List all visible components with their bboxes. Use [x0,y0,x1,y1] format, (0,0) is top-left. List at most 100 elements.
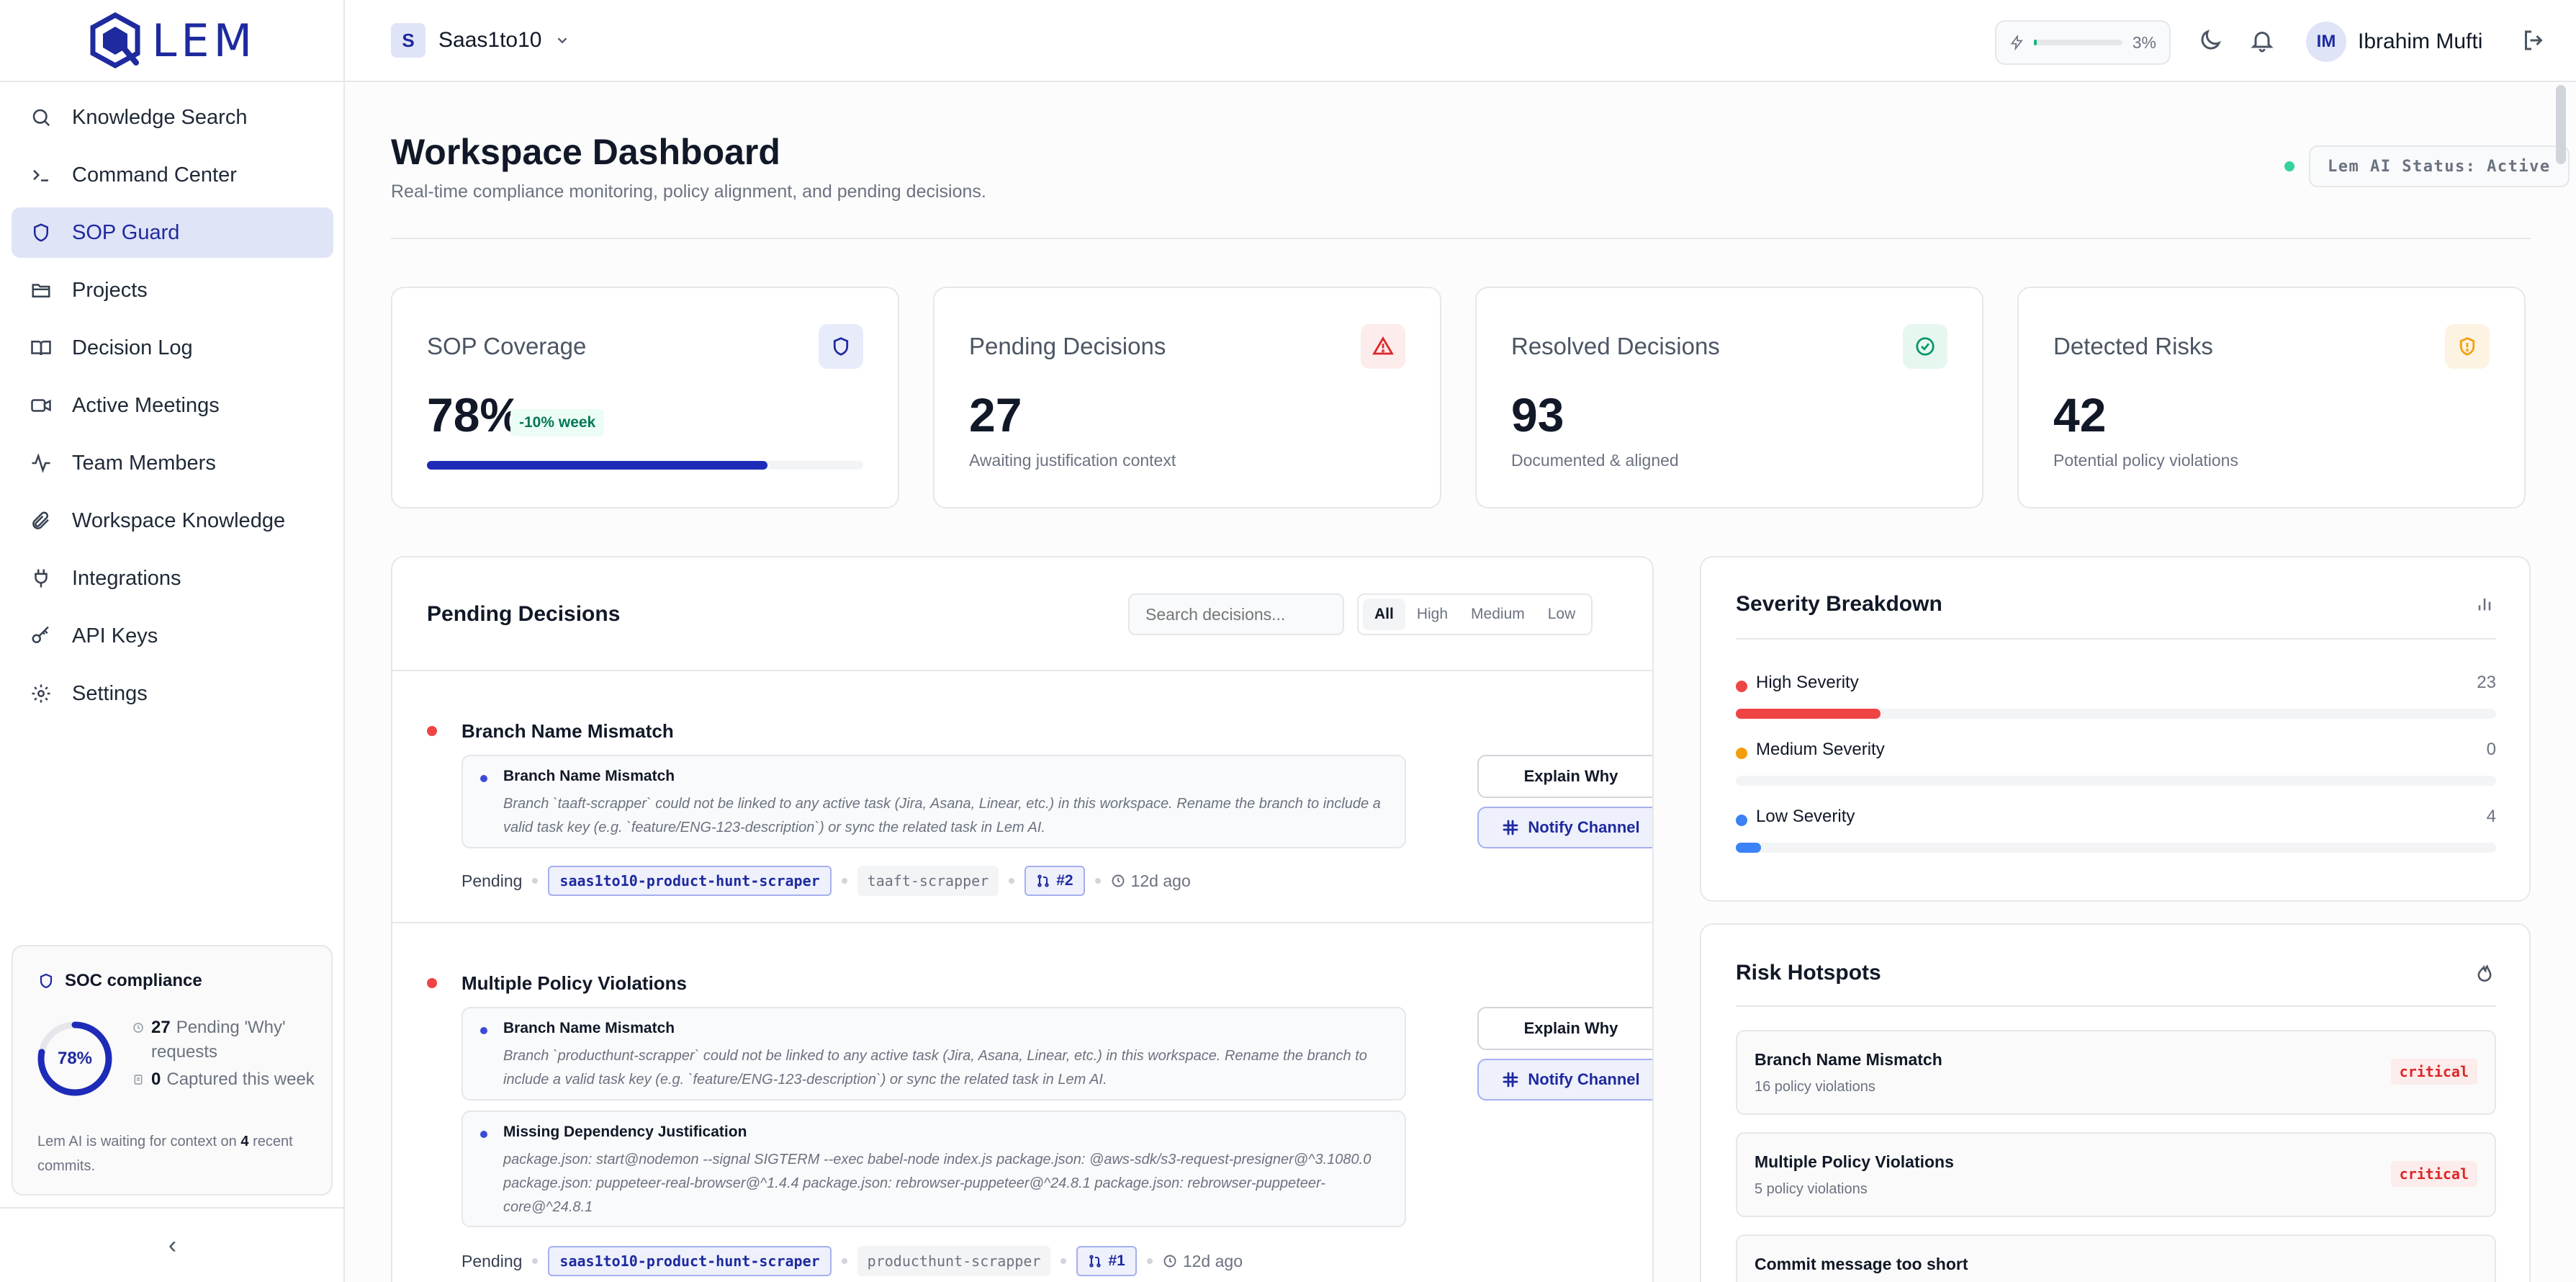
book-icon [29,336,53,360]
plug-icon [29,566,53,591]
stat-title: Resolved Decisions [1511,333,1720,359]
filter-high[interactable]: High [1416,606,1449,622]
pull-request-chip[interactable]: #1 [1076,1246,1137,1276]
violation-text: package.json: start@nodemon --signal SIG… [503,1152,1372,1215]
severity-filter: All High Medium Low [1357,593,1593,635]
search-input[interactable] [1128,593,1344,635]
clock-icon [1112,874,1125,887]
sidebar-item-workspace-knowledge[interactable]: Workspace Knowledge [12,496,333,546]
decision-title: Multiple Policy Violations [461,972,688,994]
warning-icon [1361,324,1405,369]
coverage-progress-bar [427,461,863,470]
severity-badge: critical [2390,1161,2477,1187]
stat-card-sop-coverage: SOP Coverage 78% -10% week [391,287,899,508]
sidebar-item-api-keys[interactable]: API Keys [12,611,333,661]
pending-decisions-header: Pending Decisions All High Medium Low [392,557,1652,671]
risk-hotspots-panel: Risk Hotspots Branch Name Mismatch 16 po… [1700,923,2531,1282]
explain-why-button[interactable]: Explain Why [1477,755,1652,798]
sidebar-item-knowledge-search[interactable]: Knowledge Search [12,92,333,143]
panel-title: Severity Breakdown [1736,592,1942,616]
stat-card-resolved-decisions: Resolved Decisions 93 Documented & align… [1475,287,1983,508]
bullet [480,775,487,782]
sidebar-item-integrations[interactable]: Integrations [12,553,333,604]
sidebar-item-team-members[interactable]: Team Members [12,438,333,488]
sidebar-item-settings[interactable]: Settings [12,668,333,719]
severity-count: 0 [2486,740,2496,759]
page-subtitle: Real-time compliance monitoring, policy … [391,181,986,202]
bar-chart-icon[interactable] [2474,593,2495,614]
check-circle-icon [1903,324,1947,369]
branch-chip: producthunt-scrapper [857,1246,1051,1276]
filter-all[interactable]: All [1363,599,1405,630]
sidebar-item-label: SOP Guard [72,220,180,244]
filter-low[interactable]: Low [1547,606,1576,622]
filter-medium[interactable]: Medium [1471,606,1525,622]
severity-name: Low Severity [1756,807,1855,826]
usage-meter[interactable]: 3% [1995,20,2171,65]
sidebar-item-label: Decision Log [72,336,193,359]
status-label: Pending [461,871,523,890]
collapse-sidebar-button[interactable]: ‹ [0,1207,345,1282]
soc-percent: 78% [57,1049,93,1068]
hotspot-item[interactable]: Commit message too short notice [1736,1234,2496,1282]
severity-bar [1736,776,2496,786]
sidebar-item-label: Command Center [72,163,237,187]
decision-title: Branch Name Mismatch [461,720,674,742]
hotspot-name: Multiple Policy Violations [1755,1152,1954,1171]
severity-dot [1736,681,1747,692]
hotspot-item[interactable]: Branch Name Mismatch 16 policy violation… [1736,1030,2496,1115]
workspace-name: Saas1to10 [438,28,542,52]
severity-name: High Severity [1756,673,1859,692]
slack-icon [1503,820,1518,835]
repo-chip[interactable]: saas1to10-product-hunt-scraper [548,1246,832,1276]
status-indicator-dot [2284,161,2294,171]
delta-badge: -10% week [510,409,605,436]
logo[interactable]: LEM [0,0,345,82]
logout-icon[interactable] [2521,27,2546,53]
sidebar-item-label: Active Meetings [72,393,220,417]
shield-icon [40,973,53,989]
scrollbar-thumb[interactable] [2556,85,2566,164]
chevron-down-icon [558,37,567,44]
notify-channel-button[interactable]: Notify Channel [1477,807,1652,848]
soc-compliance-card: SOC compliance 78% 27 Pending 'Why' reque… [12,945,333,1196]
git-pull-request-icon [1037,874,1049,887]
paperclip-icon [29,508,53,533]
sidebar-item-sop-guard[interactable]: SOP Guard [12,207,333,258]
video-icon [29,393,53,418]
header-divider [391,238,2531,239]
sidebar-item-command-center[interactable]: Command Center [12,150,333,200]
violation-title: Branch Name Mismatch [503,768,675,784]
shield-alert-icon [2445,324,2490,369]
usage-bar [2034,40,2122,45]
stat-title: SOP Coverage [427,333,587,359]
violation-box: Branch Name Mismatch Branch `producthunt… [461,1007,1406,1101]
repo-chip[interactable]: saas1to10-product-hunt-scraper [548,866,832,896]
slack-icon [1503,1072,1518,1088]
explain-why-button[interactable]: Explain Why [1477,1007,1652,1050]
hotspot-item[interactable]: Multiple Policy Violations 5 policy viol… [1736,1132,2496,1217]
violation-box: Branch Name Mismatch Branch `taaft-scrap… [461,755,1406,848]
sidebar-item-label: API Keys [72,624,158,647]
activity-icon [29,451,53,475]
status-label: Pending [461,1251,523,1270]
panel-title: Pending Decisions [427,602,621,626]
sidebar-item-decision-log[interactable]: Decision Log [12,323,333,373]
shield-icon [819,324,863,369]
sidebar-item-active-meetings[interactable]: Active Meetings [12,380,333,431]
workspace-switcher[interactable]: S Saas1to10 [391,23,570,58]
sidebar-item-label: Settings [72,681,148,705]
pull-request-chip[interactable]: #2 [1024,866,1085,896]
main-content: Workspace Dashboard Real-time compliance… [345,82,2576,1282]
terminal-icon [29,163,53,187]
stat-value: 78% [427,388,523,441]
user-menu[interactable]: IM Ibrahim Mufti [2306,22,2482,62]
stat-card-pending-decisions: Pending Decisions 27 Awaiting justificat… [933,287,1441,508]
soc-captured-stat: 0 Captured this week [132,1067,320,1092]
moon-icon[interactable] [2197,27,2223,53]
notify-channel-button[interactable]: Notify Channel [1477,1059,1652,1101]
sidebar-item-projects[interactable]: Projects [12,265,333,315]
bell-icon[interactable] [2249,27,2275,53]
severity-name: Medium Severity [1756,740,1885,759]
pending-decisions-panel: Pending Decisions All High Medium Low Br… [391,556,1654,1282]
